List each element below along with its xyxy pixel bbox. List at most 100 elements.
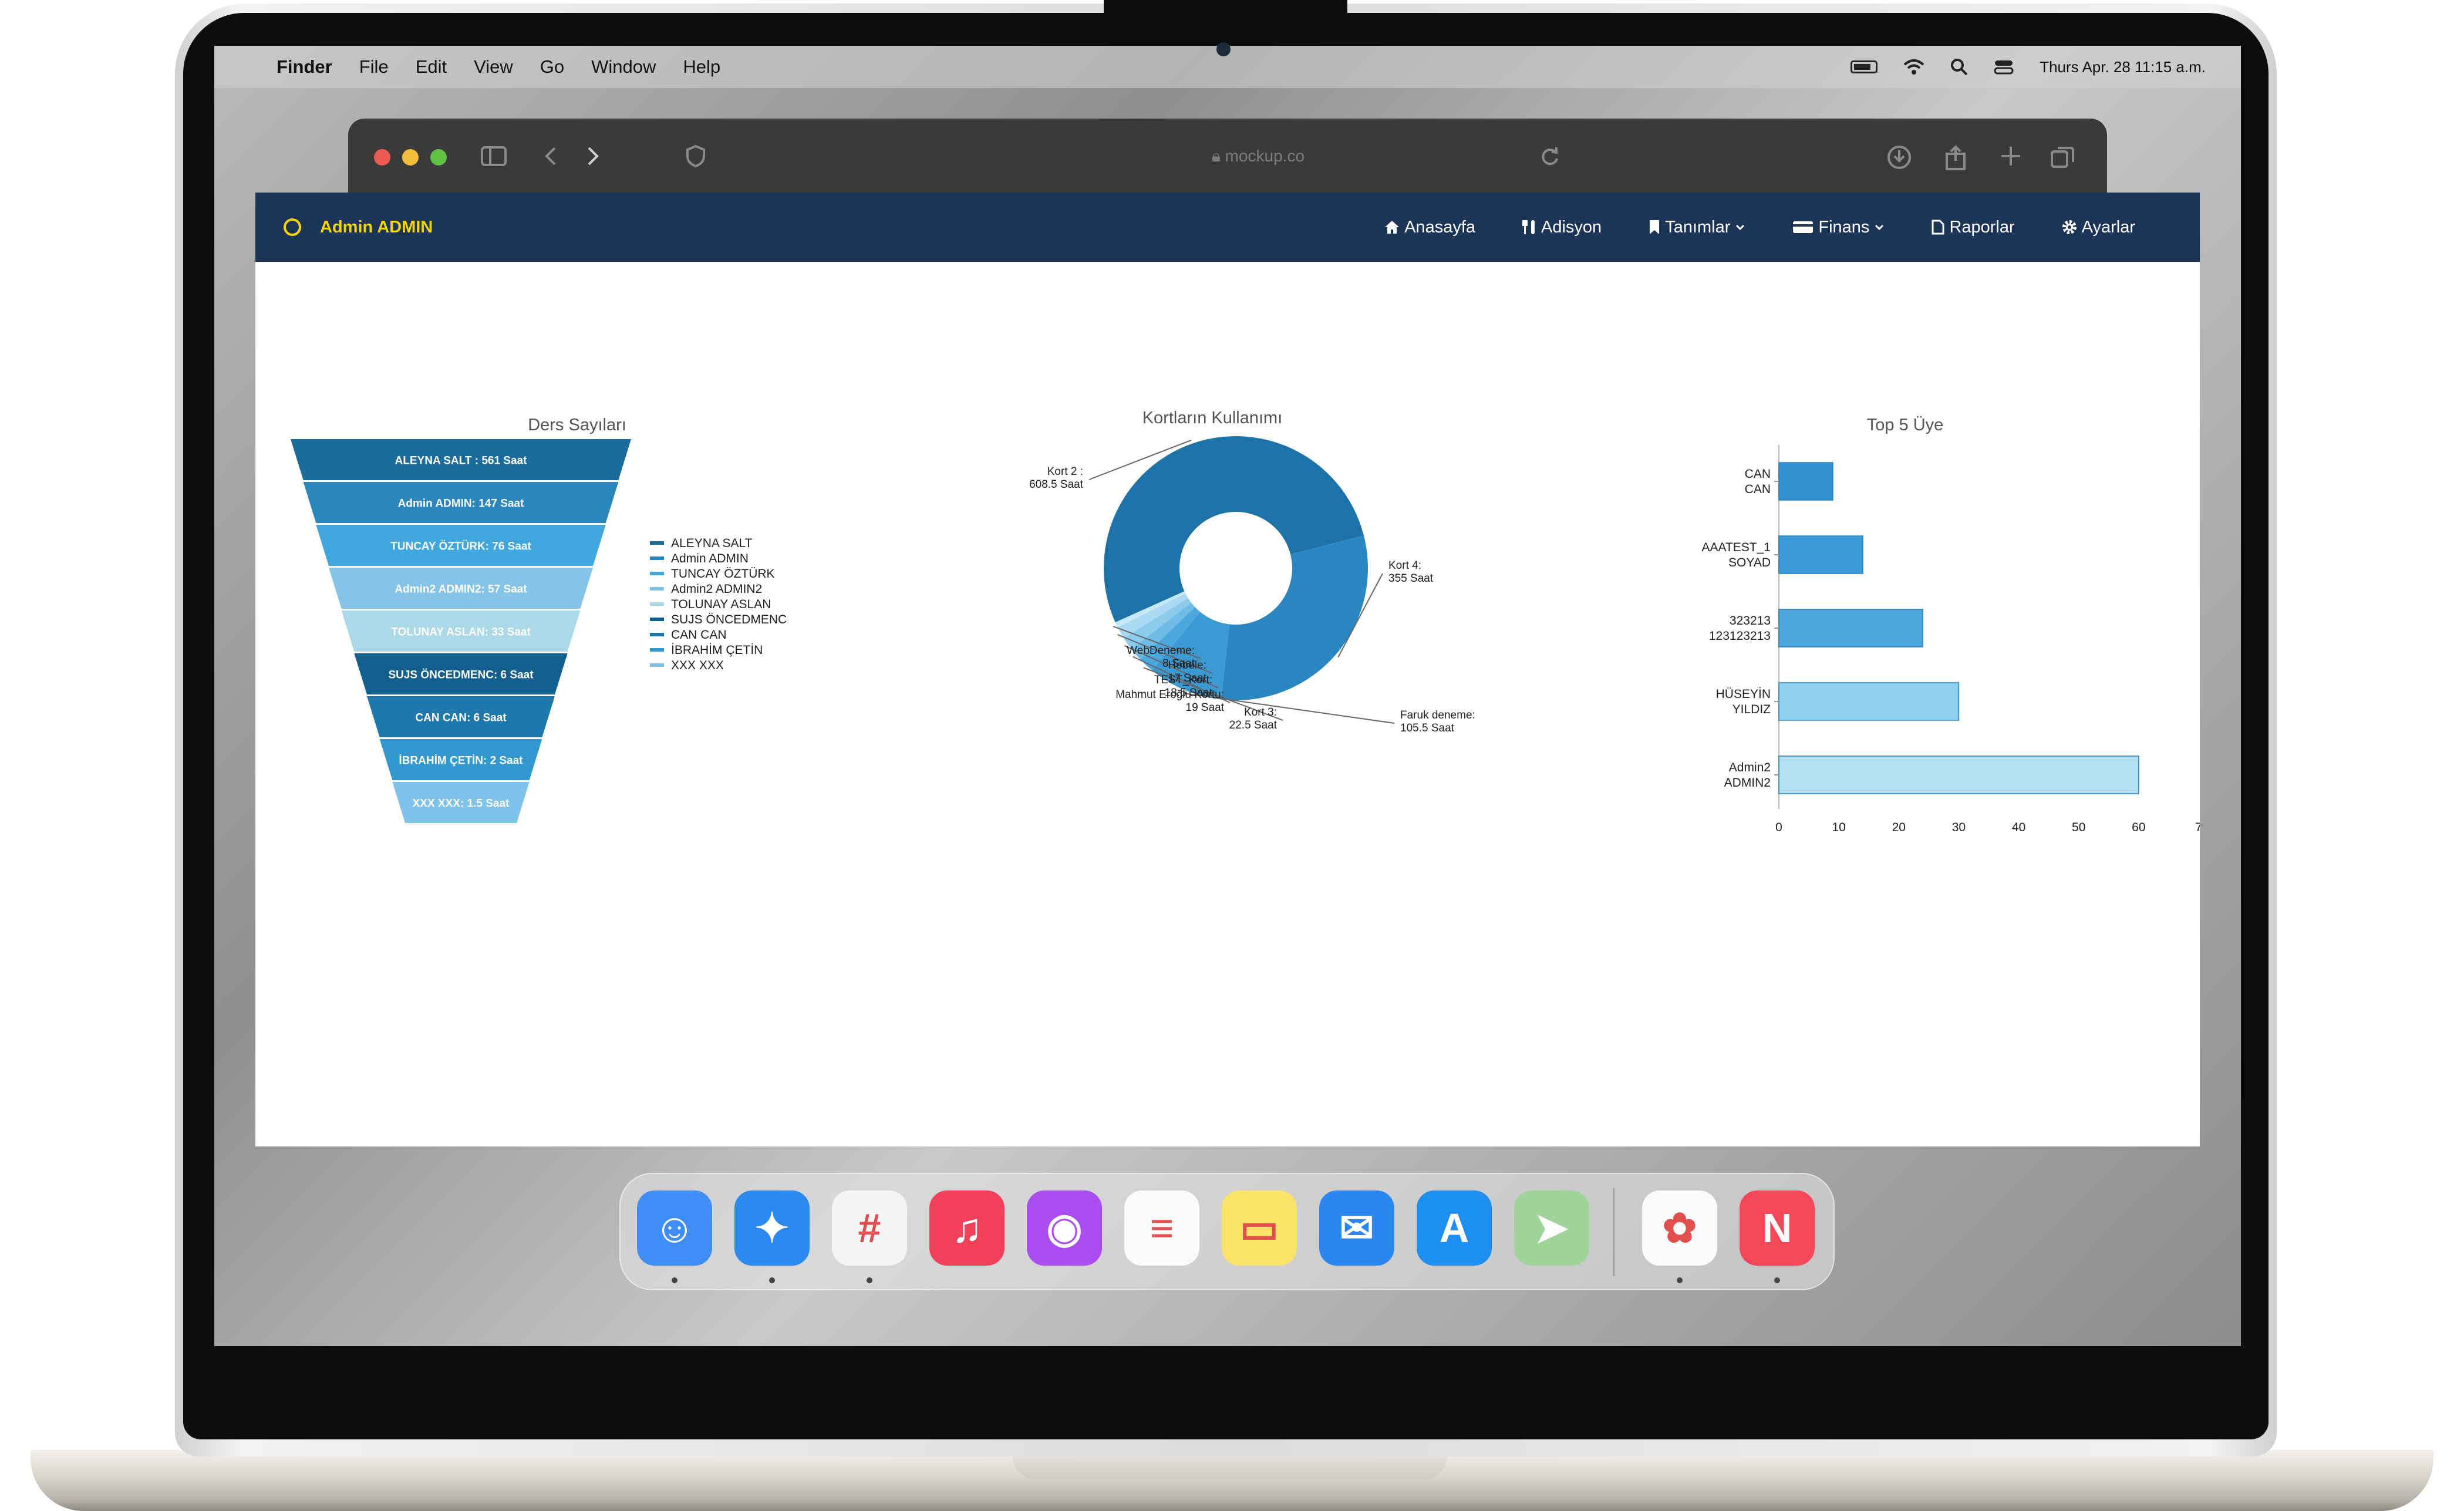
donut-slice[interactable]: [1117, 593, 1188, 639]
forward-arrow-icon[interactable]: [584, 144, 602, 168]
nav-adisyon[interactable]: Adisyon: [1522, 218, 1602, 237]
donut-data-label: 355 Saat: [1388, 572, 1434, 585]
menu-help[interactable]: Help: [683, 56, 721, 77]
reload-icon[interactable]: [1540, 144, 1560, 168]
bookmark-icon: [1650, 220, 1660, 234]
finder-app-icon[interactable]: ☺: [637, 1190, 712, 1266]
funnel-segment[interactable]: [291, 439, 631, 480]
menu-window[interactable]: Window: [591, 56, 656, 77]
funnel-segment[interactable]: [329, 568, 593, 609]
control-center-icon[interactable]: [1994, 59, 2014, 75]
wifi-icon[interactable]: [1903, 59, 1924, 75]
x-tick-label: 7: [2195, 821, 2200, 834]
nav-anasayfa[interactable]: Anasayfa: [1384, 218, 1475, 237]
donut-data-label: 608.5 Saat: [1029, 478, 1084, 491]
nav-tanimlar[interactable]: Tanımlar: [1649, 218, 1745, 237]
bar[interactable]: [1778, 462, 1833, 501]
bar[interactable]: [1778, 609, 1923, 647]
nav-finans-label: Finans: [1818, 217, 1870, 237]
legend-item[interactable]: TOLUNAY ASLAN: [671, 598, 771, 611]
running-indicator: [769, 1277, 775, 1283]
address-bar[interactable]: 🔒︎ mockup.co: [877, 140, 1640, 173]
donut-slice[interactable]: [1140, 607, 1201, 671]
slack-app-icon[interactable]: #: [832, 1190, 907, 1266]
funnel-data-label: Admin2 ADMIN2: 57 Saat: [395, 584, 527, 596]
menu-finder[interactable]: Finder: [277, 56, 332, 77]
x-tick-label: 30: [1952, 821, 1966, 834]
battery-icon[interactable]: [1850, 60, 1878, 73]
funnel-data-label: İBRAHİM ÇETİN: 2 Saat: [399, 755, 523, 767]
legend-item[interactable]: İBRAHİM ÇETİN: [671, 643, 763, 657]
user-name-link[interactable]: Admin ADMIN: [320, 218, 433, 237]
donut-data-label: 22.5 Saat: [1229, 719, 1277, 731]
donut-data-label: 8 Saat: [1162, 657, 1195, 670]
back-arrow-icon[interactable]: [542, 144, 559, 168]
funnel-segment[interactable]: [354, 653, 568, 694]
tab-overview-icon[interactable]: [2050, 144, 2075, 170]
sidebar-toggle-icon[interactable]: [480, 144, 507, 168]
funnel-data-label: Admin ADMIN: 147 Saat: [398, 498, 524, 510]
funnel-segment[interactable]: [303, 482, 619, 523]
news-app-icon[interactable]: N: [1740, 1190, 1815, 1266]
donut-slice[interactable]: [1131, 602, 1195, 660]
legend-item[interactable]: SUJS ÖNCEDMENC: [671, 613, 787, 626]
legend-item[interactable]: Admin ADMIN: [671, 552, 749, 565]
x-tick-label: 0: [1775, 821, 1782, 834]
nav-finans[interactable]: Finans: [1792, 218, 1885, 237]
legend-item[interactable]: ALEYNA SALT: [671, 537, 753, 550]
menu-view[interactable]: View: [474, 56, 513, 77]
donut-slice[interactable]: [1115, 591, 1186, 628]
notes-app-icon[interactable]: ▭: [1222, 1190, 1297, 1266]
music-app-icon[interactable]: ♫: [929, 1190, 1005, 1266]
funnel-segment[interactable]: [392, 782, 530, 823]
legend-item[interactable]: XXX XXX: [671, 659, 724, 672]
bar[interactable]: [1778, 756, 2139, 794]
nav-raporlar-label: Raporlar: [1949, 217, 2015, 237]
donut-data-label: TEST_Kort:: [1154, 674, 1212, 686]
bar[interactable]: [1778, 682, 1960, 721]
new-tab-icon[interactable]: [1999, 144, 2023, 168]
chevron-down-icon: [1736, 224, 1745, 231]
funnel-segment[interactable]: [367, 696, 555, 737]
zoom-window-button[interactable]: [430, 149, 447, 166]
legend-swatch: [650, 663, 664, 667]
menu-edit[interactable]: Edit: [415, 56, 447, 77]
legend-swatch: [650, 618, 664, 621]
home-icon: [1385, 221, 1400, 234]
funnel-chart-title: Ders Sayıları: [528, 416, 626, 434]
legend-item[interactable]: CAN CAN: [671, 628, 727, 642]
app-store-app-icon[interactable]: A: [1417, 1190, 1492, 1266]
donut-slice[interactable]: [1104, 436, 1364, 623]
photos-app-icon[interactable]: ✿: [1642, 1190, 1717, 1266]
podcasts-app-icon[interactable]: ◉: [1027, 1190, 1102, 1266]
menu-bar-clock[interactable]: Thurs Apr. 28 11:15 a.m.: [2040, 58, 2206, 76]
download-icon[interactable]: [1886, 144, 1912, 170]
y-tick-label: 323213: [1730, 614, 1771, 628]
menu-go[interactable]: Go: [540, 56, 565, 77]
mail-app-icon[interactable]: ✉: [1319, 1190, 1394, 1266]
bar[interactable]: [1778, 535, 1863, 574]
nav-adisyon-label: Adisyon: [1541, 217, 1602, 237]
user-circle-icon: [284, 218, 301, 236]
donut-slice[interactable]: [1221, 535, 1368, 700]
nav-ayarlar[interactable]: Ayarlar: [2062, 218, 2135, 237]
reminders-app-icon[interactable]: ≡: [1124, 1190, 1199, 1266]
minimize-window-button[interactable]: [402, 149, 419, 166]
close-window-button[interactable]: [374, 149, 390, 166]
safari-app-icon[interactable]: ✦: [734, 1190, 810, 1266]
search-icon[interactable]: [1950, 58, 1968, 76]
menu-file[interactable]: File: [359, 56, 389, 77]
share-icon[interactable]: [1944, 144, 1967, 170]
funnel-segment[interactable]: [341, 611, 581, 652]
maps-app-icon[interactable]: ➤: [1514, 1190, 1589, 1266]
donut-data-label: 105.5 Saat: [1400, 722, 1455, 734]
legend-swatch: [650, 556, 664, 560]
legend-item[interactable]: Admin2 ADMIN2: [671, 582, 762, 596]
funnel-segment[interactable]: [316, 525, 606, 566]
shield-icon[interactable]: [686, 144, 706, 168]
legend-item[interactable]: TUNCAY ÖZTÜRK: [671, 567, 775, 581]
funnel-data-label: ALEYNA SALT : 561 Saat: [395, 455, 528, 467]
funnel-segment[interactable]: [379, 739, 542, 780]
donut-data-label: 17 Saat: [1168, 672, 1207, 684]
nav-raporlar[interactable]: Raporlar: [1932, 217, 2015, 237]
